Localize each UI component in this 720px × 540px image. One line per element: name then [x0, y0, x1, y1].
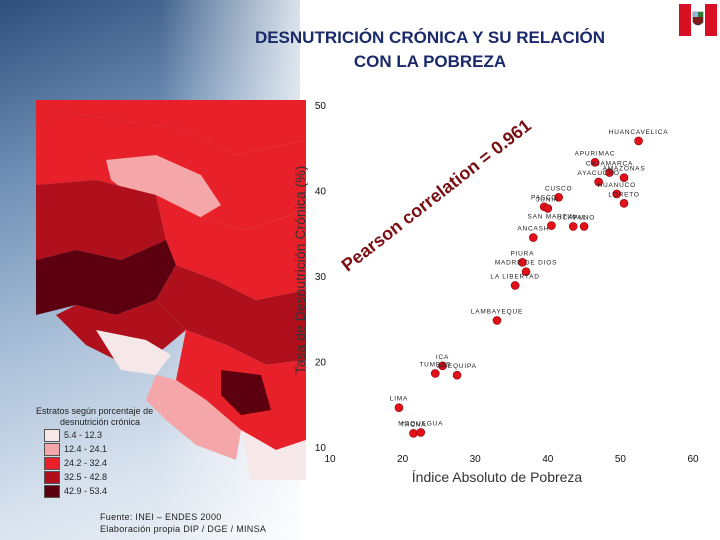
map-region	[221, 370, 271, 415]
map-region	[106, 155, 221, 220]
x-tick-label: 50	[615, 454, 627, 465]
data-point-label: LIMA	[390, 396, 408, 403]
x-axis-label: Índice Absoluto de Pobreza	[412, 469, 583, 485]
x-tick-label: 60	[687, 454, 699, 465]
data-point	[554, 193, 563, 202]
data-point-label: CAJAMARCA	[586, 161, 633, 168]
data-point	[510, 281, 520, 290]
y-tick-label: 20	[315, 358, 327, 369]
data-point-label: TUMBES	[419, 361, 451, 368]
data-point-label: LORETO	[608, 191, 639, 198]
data-point-label: AYACUCHO	[577, 170, 619, 177]
map-legend-label: 5.4 - 12.3	[64, 430, 103, 440]
y-tick-label: 30	[315, 272, 327, 283]
y-axis-label: Tasa de Desnutrición Crónica (%)	[292, 166, 308, 375]
data-point	[528, 233, 538, 242]
x-tick-label: 10	[324, 454, 336, 465]
peru-malnutrition-map	[36, 100, 306, 480]
data-point-label: CUSCO	[545, 185, 572, 192]
y-tick-label: 10	[315, 443, 327, 454]
map-region	[241, 430, 306, 480]
data-point	[619, 199, 629, 208]
data-point-label: LAMBAYEQUE	[471, 308, 523, 315]
data-point-label: JUNIN	[536, 196, 559, 203]
data-point-label: HUANUCO	[598, 182, 636, 189]
data-point	[619, 173, 629, 182]
map-legend-item: 5.4 - 12.3	[44, 428, 186, 442]
data-point-label: LA LIBERTAD	[490, 273, 539, 280]
x-tick-label: 30	[470, 454, 482, 465]
map-legend-swatch	[44, 456, 60, 470]
data-point	[492, 316, 502, 325]
data-point-label: AREQUIPA	[437, 363, 477, 370]
map-legend-title-2: desnutrición crónica	[60, 417, 141, 427]
data-point	[612, 189, 622, 199]
map-region	[96, 330, 171, 375]
data-point-label: APURIMAC	[575, 150, 616, 157]
data-point	[590, 157, 600, 167]
map-legend-swatch	[44, 428, 60, 442]
map-region	[156, 265, 306, 365]
data-point	[634, 136, 643, 146]
source-text: Fuente: INEI – ENDES 2000	[100, 512, 222, 522]
data-point	[568, 222, 578, 231]
data-point	[452, 370, 462, 380]
data-point-label: SAN MARTIN	[527, 214, 575, 221]
x-tick-label: 20	[397, 454, 409, 465]
peru-coat-of-arms-icon	[679, 4, 717, 36]
data-point-label: ANCASH	[517, 226, 549, 233]
data-point	[579, 222, 589, 231]
data-point-label: TACNA	[401, 421, 427, 428]
data-point	[438, 361, 447, 371]
map-legend-item: 12.4 - 24.1	[44, 442, 186, 456]
data-point	[594, 177, 603, 187]
data-point	[605, 168, 614, 177]
data-point-label: AMAZONAS	[603, 166, 646, 173]
map-legend-title-1: Estratos según porcentaje de	[36, 406, 154, 416]
data-point	[518, 258, 527, 267]
map-legend-swatch	[44, 442, 60, 456]
map-legend-item: 24.2 - 32.4	[44, 456, 186, 470]
map-legend-item: 32.5 - 42.8	[44, 470, 186, 484]
data-point-label: PUNO	[573, 214, 595, 221]
data-point-label: UCAYALI	[557, 214, 589, 221]
map-legend-label: 32.5 - 42.8	[64, 472, 108, 482]
map-region	[156, 195, 306, 300]
data-point	[394, 403, 404, 412]
data-point-label: ICA	[436, 354, 449, 361]
data-point-label: MOQUEGUA	[398, 420, 443, 427]
y-tick-label: 50	[315, 101, 327, 112]
data-point-label: HUANCAVELICA	[609, 129, 669, 136]
x-tick-label: 40	[542, 454, 554, 465]
map-region	[36, 180, 166, 260]
data-point	[409, 429, 418, 438]
map-region	[146, 375, 241, 460]
data-point	[416, 428, 426, 437]
data-point-label: PIURA	[510, 250, 534, 257]
map-legend-label: 24.2 - 32.4	[64, 458, 108, 468]
map-region	[36, 240, 176, 315]
map-legend-swatch	[44, 484, 60, 498]
map-legend-label: 42.9 - 53.4	[64, 486, 108, 496]
map-legend-label: 12.4 - 24.1	[64, 444, 108, 454]
map-legend: Estratos según porcentaje de desnutrició…	[36, 406, 186, 498]
map-legend-item: 42.9 - 53.4	[44, 484, 186, 498]
correlation-annotation: Pearson correlation = 0.961	[338, 115, 535, 275]
data-point	[521, 267, 531, 277]
data-point-label: MADRE DE DIOS	[495, 260, 557, 267]
map-region	[36, 100, 306, 155]
credit-text: Elaboración propia DIP / DGE / MINSA	[100, 524, 267, 534]
page-title-line-2: CON LA POBREZA	[353, 52, 507, 71]
data-point	[547, 221, 556, 230]
page-title-line-1: DESNUTRICIÓN CRÓNICA Y SU RELACIÓN	[254, 28, 606, 47]
data-point	[430, 369, 440, 378]
data-point	[543, 204, 553, 213]
map-legend-swatch	[44, 470, 60, 484]
y-tick-label: 40	[315, 187, 327, 198]
data-point-label: PASCO	[531, 195, 557, 202]
